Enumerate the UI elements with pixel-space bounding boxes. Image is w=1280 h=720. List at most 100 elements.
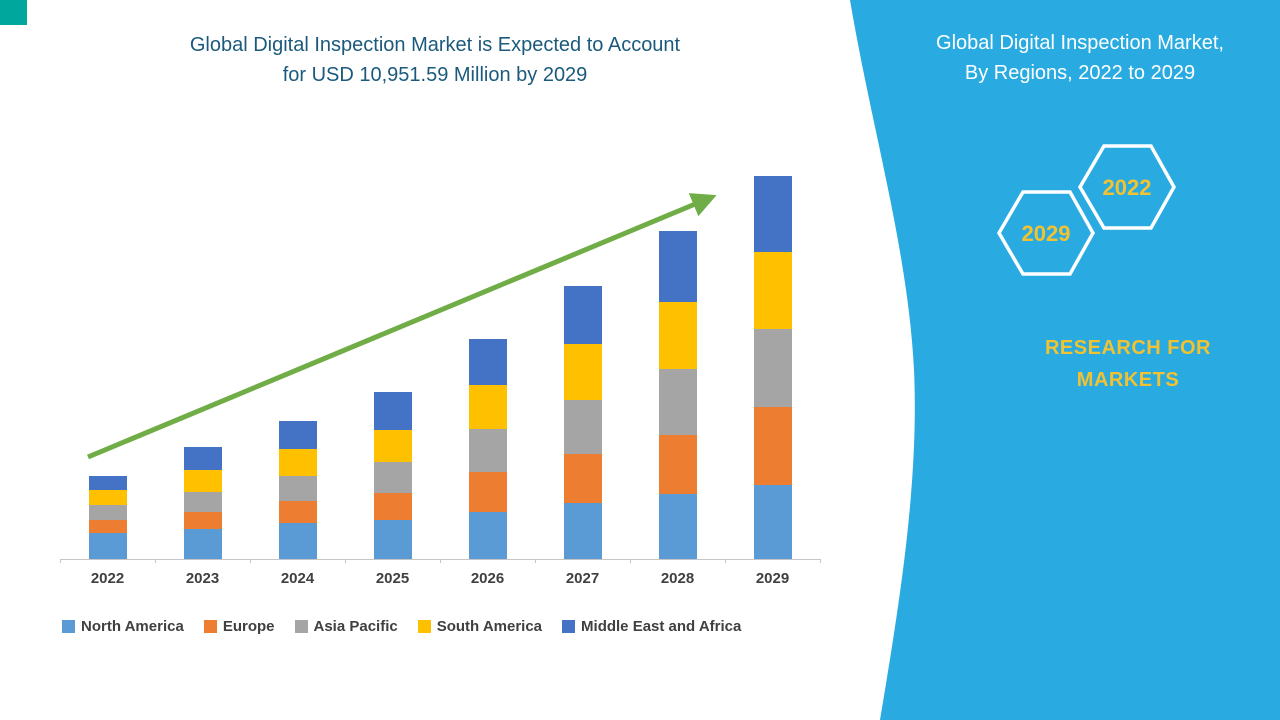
- side-panel-title-line2: By Regions, 2022 to 2029: [964, 62, 1196, 84]
- bar-2022: [88, 475, 127, 559]
- legend-item-asia-pacific: Asia Pacific: [294, 618, 398, 635]
- bar-segment-2026-europe: [468, 471, 507, 513]
- bar-segment-2029-south-america: [753, 251, 792, 330]
- bar-segment-2022-europe: [88, 520, 127, 534]
- hexagon-2029-label: 2029: [1022, 221, 1071, 246]
- stacked-bar-plot: [60, 175, 821, 563]
- x-axis-tick: [440, 559, 441, 563]
- bar-segment-2022-north-america: [88, 533, 127, 559]
- bar-segment-2029-asia-pacific: [753, 329, 792, 407]
- bar-2027: [563, 285, 602, 559]
- bar-segment-2025-asia-pacific: [373, 462, 412, 493]
- legend-swatch-icon: [294, 620, 308, 633]
- x-axis-tick: [345, 559, 346, 563]
- side-panel: 2022 2029: [850, 0, 1280, 720]
- bar-segment-2022-middle-east-and-africa: [88, 475, 127, 490]
- bar-segment-2026-middle-east-and-africa: [468, 339, 507, 386]
- legend-item-middle-east-and-africa: Middle East and Africa: [562, 618, 741, 635]
- bar-2029: [753, 175, 792, 559]
- bar-segment-2024-asia-pacific: [278, 475, 317, 501]
- x-axis-label-2026: 2026: [470, 570, 505, 587]
- bar-segment-2028-south-america: [658, 301, 697, 369]
- x-axis-tick: [820, 559, 821, 563]
- x-axis-label-2028: 2028: [660, 570, 695, 587]
- bar-segment-2023-middle-east-and-africa: [183, 447, 222, 470]
- bar-segment-2027-europe: [563, 454, 602, 503]
- x-axis-label-2029: 2029: [755, 570, 790, 587]
- x-axis-tick: [725, 559, 726, 563]
- side-panel-shape: [850, 0, 1280, 720]
- legend-label: North America: [81, 618, 184, 635]
- bar-segment-2026-asia-pacific: [468, 429, 507, 472]
- side-panel-title-line1: Global Digital Inspection Market,: [936, 32, 1224, 54]
- bar-segment-2023-north-america: [183, 528, 222, 559]
- bar-segment-2026-north-america: [468, 512, 507, 559]
- legend-item-europe: Europe: [203, 618, 275, 635]
- x-axis-tick: [250, 559, 251, 563]
- bar-segment-2027-north-america: [563, 503, 602, 559]
- bar-segment-2028-middle-east-and-africa: [658, 230, 697, 302]
- bar-segment-2024-north-america: [278, 523, 317, 559]
- x-axis-label-2024: 2024: [280, 570, 315, 587]
- bar-segment-2027-middle-east-and-africa: [563, 285, 602, 345]
- legend-item-north-america: North America: [62, 618, 184, 635]
- bar-2023: [183, 447, 222, 559]
- bar-2026: [468, 339, 507, 559]
- x-axis-tick: [535, 559, 536, 563]
- bar-segment-2024-europe: [278, 500, 317, 524]
- bar-segment-2024-middle-east-and-africa: [278, 420, 317, 450]
- brand-line1: RESEARCH FOR: [1044, 337, 1211, 359]
- x-axis-labels: 2022 2023 2024 2025 2026 2027 2028 2029: [60, 570, 820, 587]
- legend-label: Asia Pacific: [313, 618, 398, 635]
- bar-segment-2025-south-america: [373, 429, 412, 463]
- hexagon-2022-label: 2022: [1103, 175, 1152, 200]
- x-axis-label-2027: 2027: [565, 570, 600, 587]
- bar-segment-2024-south-america: [278, 449, 317, 476]
- brand-name: RESEARCH FOR MARKETS: [1018, 332, 1238, 396]
- bar-segment-2028-north-america: [658, 493, 697, 559]
- chart-legend: North America Europe Asia Pacific South Ame…: [62, 618, 741, 635]
- legend-swatch-icon: [417, 620, 431, 633]
- legend-label: Europe: [222, 618, 275, 635]
- bar-segment-2022-asia-pacific: [88, 504, 127, 521]
- bar-segment-2026-south-america: [468, 385, 507, 429]
- legend-label: Middle East and Africa: [581, 618, 742, 635]
- bar-segment-2022-south-america: [88, 489, 127, 505]
- legend-swatch-icon: [62, 620, 75, 633]
- bar-2024: [278, 420, 317, 559]
- x-axis-tick: [60, 559, 61, 563]
- corner-accent-square: [0, 0, 27, 25]
- bar-segment-2029-europe: [753, 406, 792, 485]
- legend-swatch-icon: [562, 620, 576, 633]
- chart-title-line2: for USD 10,951.59 Million by 2029: [282, 64, 588, 86]
- legend-label: South America: [436, 618, 543, 635]
- bar-segment-2025-middle-east-and-africa: [373, 392, 412, 430]
- bar-2028: [658, 230, 697, 559]
- bar-segment-2028-europe: [658, 434, 697, 494]
- bar-segment-2023-south-america: [183, 469, 222, 492]
- bar-segment-2025-europe: [373, 492, 412, 521]
- x-axis-label-2023: 2023: [185, 570, 220, 587]
- chart-title: Global Digital Inspection Market is Expe…: [95, 30, 775, 90]
- bar-segment-2029-north-america: [753, 484, 792, 559]
- x-axis-tick: [630, 559, 631, 563]
- bar-segment-2023-asia-pacific: [183, 492, 222, 513]
- brand-line2: MARKETS: [1076, 369, 1180, 391]
- bar-segment-2025-north-america: [373, 520, 412, 559]
- bar-segment-2023-europe: [183, 512, 222, 529]
- bar-2025: [373, 392, 412, 559]
- bar-segment-2027-south-america: [563, 344, 602, 401]
- bar-segment-2029-middle-east-and-africa: [753, 175, 792, 252]
- bar-segment-2027-asia-pacific: [563, 400, 602, 455]
- bar-segment-2028-asia-pacific: [658, 368, 697, 435]
- side-panel-title: Global Digital Inspection Market, By Reg…: [900, 28, 1260, 88]
- hexagon-2022: [1077, 144, 1177, 230]
- hexagon-2029: [996, 190, 1096, 276]
- x-axis-tick: [155, 559, 156, 563]
- legend-swatch-icon: [203, 620, 217, 633]
- chart-title-line1: Global Digital Inspection Market is Expe…: [189, 34, 681, 56]
- legend-item-south-america: South America: [417, 618, 543, 635]
- x-axis-label-2022: 2022: [90, 570, 125, 587]
- x-axis-label-2025: 2025: [375, 570, 410, 587]
